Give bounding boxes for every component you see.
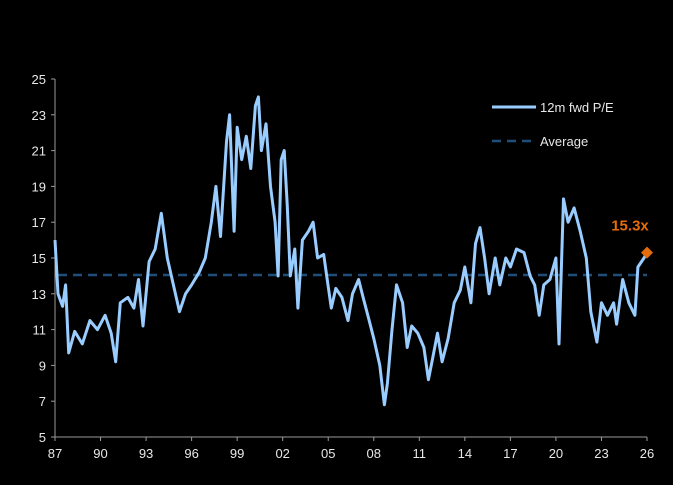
legend-label-pe: 12m fwd P/E [540, 100, 614, 115]
pe-series-line [53, 95, 649, 407]
x-tick-label: 23 [594, 446, 608, 461]
x-tick-label: 05 [321, 446, 335, 461]
x-tick-label: 99 [230, 446, 244, 461]
y-tick-label: 13 [32, 287, 46, 302]
last-value-annotation: 15.3x [611, 218, 649, 235]
y-tick-label: 23 [32, 108, 46, 123]
x-tick-label: 26 [640, 446, 654, 461]
y-tick-label: 11 [33, 323, 47, 338]
y-tick-label: 9 [39, 358, 46, 373]
x-tick-label: 90 [93, 446, 107, 461]
y-tick-label: 19 [32, 179, 46, 194]
y-tick-label: 17 [32, 215, 46, 230]
x-tick-label: 87 [48, 446, 62, 461]
y-tick-label: 7 [39, 394, 46, 409]
y-tick-label: 15 [32, 251, 46, 266]
y-tick-label: 21 [32, 144, 46, 159]
x-tick-label: 20 [549, 446, 563, 461]
x-tick-label: 08 [367, 446, 381, 461]
x-tick-label: 93 [139, 446, 153, 461]
x-tick-label: 11 [413, 446, 427, 461]
legend-label-average: Average [540, 134, 588, 149]
x-tick-label: 14 [458, 446, 472, 461]
legend: 12m fwd P/E Average [492, 100, 614, 149]
y-tick-label: 5 [39, 430, 46, 445]
x-tick-label: 17 [503, 446, 517, 461]
y-tick-label: 25 [32, 72, 46, 87]
last-value-marker [641, 246, 653, 259]
x-tick-label: 02 [275, 446, 289, 461]
x-tick-label: 96 [184, 446, 198, 461]
